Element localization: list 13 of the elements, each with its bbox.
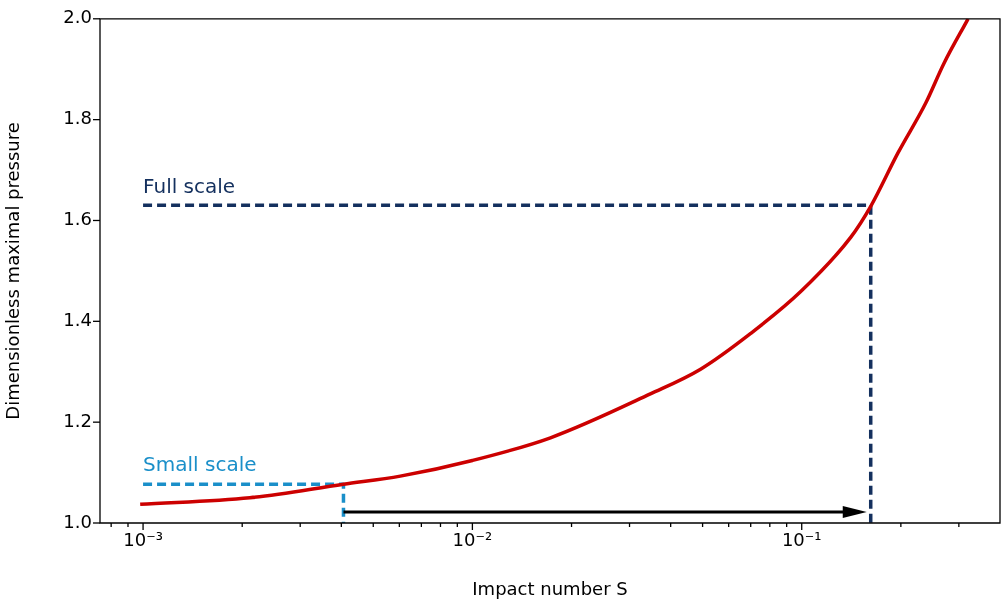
series-label: Full scale (143, 173, 236, 198)
y-tick-label: 1.2 (63, 409, 92, 431)
x-axis-title: Impact number S (472, 577, 628, 599)
y-tick-label: 1.0 (63, 510, 92, 532)
x-tick-label: 10⁻² (452, 529, 493, 551)
y-tick-label: 1.4 (63, 308, 92, 330)
y-axis-title: Dimensionless maximal pressure (2, 122, 24, 420)
series-label: Small scale (143, 452, 257, 477)
x-tick-label: 10⁻³ (123, 529, 163, 551)
x-tick-label: 10⁻¹ (781, 529, 822, 551)
y-tick-label: 1.6 (63, 208, 92, 230)
y-tick-label: 1.8 (63, 107, 92, 129)
y-tick-label: 2.0 (63, 6, 92, 28)
